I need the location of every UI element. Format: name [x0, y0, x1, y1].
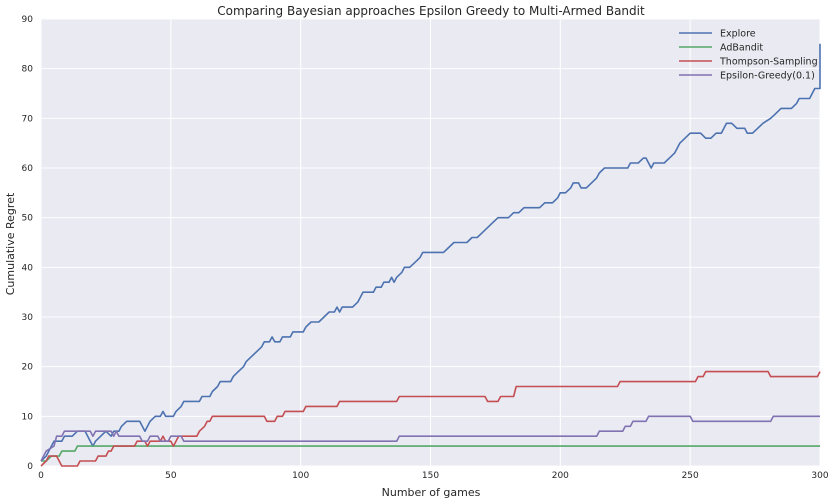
legend-entry: Thompson-Sampling: [719, 57, 818, 68]
legend-entry: AdBandit: [720, 43, 763, 54]
x-axis-label: Number of games: [382, 486, 481, 499]
x-tick-label: 50: [165, 471, 177, 481]
y-tick-label: 20: [22, 363, 34, 373]
y-tick-label: 30: [22, 313, 34, 323]
x-tick-label: 250: [682, 471, 699, 481]
legend-entry: Epsilon-Greedy(0.1): [720, 71, 815, 82]
y-axis-ticks: 0 10 20 30 40 50 60 70 80 90: [22, 15, 34, 472]
x-tick-label: 150: [422, 471, 439, 481]
y-tick-label: 60: [22, 164, 34, 174]
y-tick-label: 80: [22, 65, 34, 75]
legend-entry: Explore: [720, 29, 756, 40]
chart-title: Comparing Bayesian approaches Epsilon Gr…: [217, 4, 645, 18]
y-tick-label: 50: [22, 214, 34, 224]
y-tick-label: 10: [22, 412, 34, 422]
x-tick-label: 100: [292, 471, 309, 481]
legend: Explore AdBandit Thompson-Sampling Epsilon-…: [679, 29, 818, 82]
x-tick-label: 0: [38, 471, 44, 481]
series-line-thompson-sampling: [40, 370, 821, 467]
x-tick-label: 300: [811, 471, 828, 481]
y-tick-label: 40: [22, 263, 34, 273]
series-line-explore: [40, 43, 821, 462]
series-line-epsilon-greedy-0-1: [40, 415, 820, 462]
y-tick-label: 0: [27, 462, 33, 472]
y-tick-label: 70: [22, 114, 34, 124]
series-lines: [40, 43, 821, 467]
y-axis-label: Cumulative Regret: [4, 192, 17, 295]
y-tick-label: 90: [22, 15, 34, 25]
x-axis-ticks: 0 50 100 150 200 250 300: [38, 471, 829, 481]
x-tick-label: 200: [552, 471, 569, 481]
